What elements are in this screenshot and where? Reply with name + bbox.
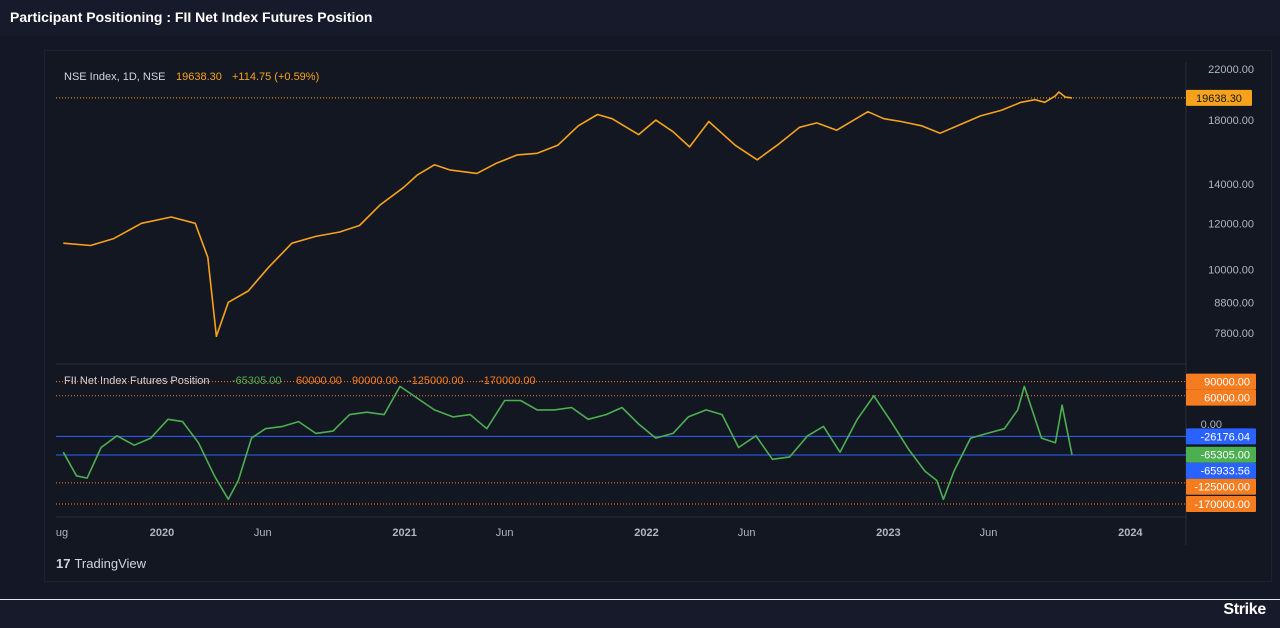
level-label-bg xyxy=(1186,373,1256,390)
level-label: -125000.00 xyxy=(1194,482,1250,494)
tradingview-label: TradingView xyxy=(74,556,147,571)
time-axis-tick-label: 2020 xyxy=(150,527,174,539)
chart-frame xyxy=(44,50,1272,582)
indicator-legend-value-2: 60000.00 xyxy=(296,375,342,387)
indicator-legend-value-3: 90000.00 xyxy=(352,375,398,387)
level-label: -170000.00 xyxy=(1194,499,1250,511)
indicator-legend-value-4: -125000.00 xyxy=(408,375,464,387)
level-label: -65933.56 xyxy=(1200,466,1250,478)
indicator-series-line xyxy=(62,385,1073,501)
last-price-label: 19638.30 xyxy=(1196,93,1242,105)
indicator-legend-value-5: -170000.00 xyxy=(480,375,536,387)
time-axis-tick-label: ug xyxy=(56,527,68,539)
price-legend-symbol: NSE Index, 1D, NSE xyxy=(64,71,166,83)
time-axis-tick-label: Jun xyxy=(980,527,998,539)
price-axis-tick-label: 12000.00 xyxy=(1208,218,1254,230)
time-axis-tick-label: Jun xyxy=(254,527,272,539)
level-label-bg xyxy=(1186,478,1256,495)
tradingview-logo-icon: 17 xyxy=(56,556,71,571)
price-series-line xyxy=(63,91,1073,338)
price-axis-tick-label: 22000.00 xyxy=(1208,64,1254,76)
level-label-bg xyxy=(1186,496,1256,512)
time-axis-tick-label: 2022 xyxy=(634,527,658,539)
price-axis-tick-label: 10000.00 xyxy=(1208,265,1254,277)
price-axis-tick-label: 7800.00 xyxy=(1214,328,1254,340)
price-axis-tick-label: 18000.00 xyxy=(1208,115,1254,127)
time-axis-tick-label: 2021 xyxy=(392,527,416,539)
level-label-bg xyxy=(1186,462,1256,479)
level-label: -26176.04 xyxy=(1200,431,1250,443)
page-title: Participant Positioning : FII Net Index … xyxy=(10,9,373,25)
indicator-legend-value-1: -65305.00 xyxy=(232,375,282,387)
time-axis-tick-label: Jun xyxy=(738,527,756,539)
price-axis-tick-label: 8800.00 xyxy=(1214,297,1254,309)
price-legend-price: 19638.30 xyxy=(176,71,222,83)
time-axis-tick-label: 2023 xyxy=(876,527,900,539)
level-label-bg xyxy=(1186,446,1256,463)
level-label-bg xyxy=(1186,428,1256,445)
time-axis-tick-label: 2024 xyxy=(1118,527,1143,539)
last-price-label-bg xyxy=(1186,89,1252,106)
brand-logo: Strike xyxy=(1223,601,1266,618)
level-label: -65305.00 xyxy=(1200,450,1250,462)
level-label: 90000.00 xyxy=(1204,377,1250,389)
indicator-legend-name: FII Net Index Futures Position xyxy=(64,375,210,387)
footer-divider xyxy=(0,599,1280,600)
tradingview-watermark[interactable]: 17 TradingView xyxy=(56,556,146,571)
page-header: Participant Positioning : FII Net Index … xyxy=(0,0,1280,34)
price-legend-change: +114.75 (+0.59%) xyxy=(232,71,319,83)
price-axis-tick-label: 14000.00 xyxy=(1208,179,1254,191)
time-axis-tick-label: Jun xyxy=(496,527,514,539)
level-label: 60000.00 xyxy=(1204,393,1250,405)
page-footer xyxy=(0,600,1280,628)
indicator-axis-tick-label: 0.00 xyxy=(1201,419,1222,431)
level-label-bg xyxy=(1186,389,1256,406)
